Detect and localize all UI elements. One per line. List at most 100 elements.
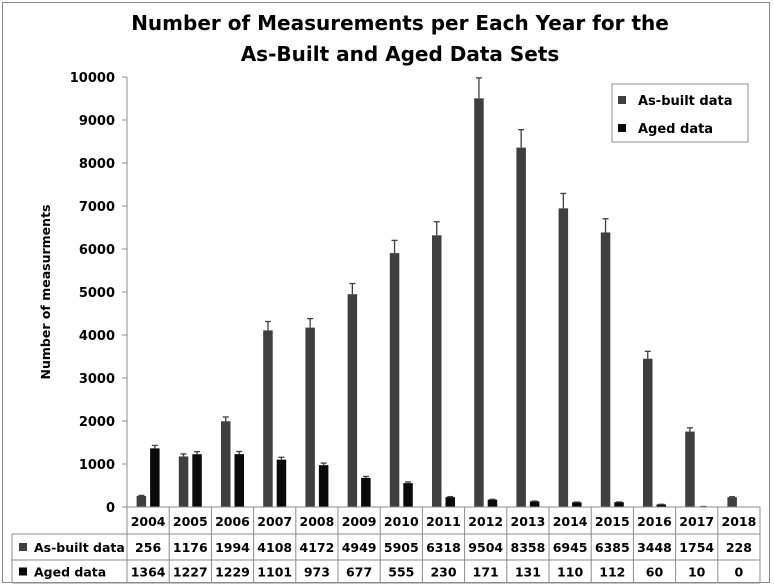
data-label: 6385 xyxy=(595,540,630,555)
x-tick-label: 2012 xyxy=(468,514,503,529)
data-label: 5905 xyxy=(384,540,419,555)
data-label: 4108 xyxy=(257,540,292,555)
data-label: 973 xyxy=(304,565,330,580)
bar-as-built-2012 xyxy=(474,98,484,507)
bar-aged-2004 xyxy=(150,448,160,507)
data-label: 1754 xyxy=(679,540,714,555)
data-label: 8358 xyxy=(511,540,546,555)
data-label: 6318 xyxy=(426,540,461,555)
legend-swatch-aged xyxy=(618,124,626,132)
data-label: 0 xyxy=(735,565,744,580)
bar-aged-2016 xyxy=(656,504,666,507)
bar-as-built-2016 xyxy=(643,358,653,507)
y-axis-label: Number of measurments xyxy=(38,205,53,380)
bar-as-built-2018 xyxy=(727,497,737,507)
bar-aged-2012 xyxy=(487,499,498,507)
y-axis: 0 1000 2000 3000 4000 5000 6000 7000 8000 9000 100… xyxy=(70,71,128,516)
y-tick-label: 4000 xyxy=(79,329,115,344)
bar-as-built-2006 xyxy=(221,421,231,507)
data-label: 1229 xyxy=(215,565,250,580)
bar-aged-2014 xyxy=(572,502,582,507)
data-label: 677 xyxy=(346,565,372,580)
chart-title-line-1: Number of Measurements per Each Year for… xyxy=(131,11,669,35)
data-label: 230 xyxy=(430,565,456,580)
y-tick-label: 6000 xyxy=(79,243,115,258)
bar-aged-2011 xyxy=(445,497,455,507)
bar-as-built-2015 xyxy=(600,232,611,507)
bar-as-built-2014 xyxy=(558,208,569,508)
x-tick-label: 2007 xyxy=(257,514,292,529)
y-tick-label: 9000 xyxy=(79,114,115,129)
x-tick-label: 2017 xyxy=(679,514,714,529)
x-tick-label: 2005 xyxy=(173,514,208,529)
data-label: 171 xyxy=(473,565,499,580)
x-tick-label: 2018 xyxy=(722,514,757,529)
data-label: 3448 xyxy=(637,540,672,555)
bar-aged-2015 xyxy=(614,502,624,507)
bar-aged-2009 xyxy=(361,477,371,507)
y-tick-label: 10000 xyxy=(70,71,115,86)
y-tick-label: 1000 xyxy=(79,458,115,473)
bar-aged-2006 xyxy=(234,454,244,507)
y-tick-label: 8000 xyxy=(79,157,115,172)
data-label: 6945 xyxy=(553,540,588,555)
x-tick-label: 2011 xyxy=(426,514,461,529)
x-tick-label: 2014 xyxy=(553,514,588,529)
legend: As-built data Aged data xyxy=(611,83,749,143)
bar-as-built-2017 xyxy=(685,431,695,507)
data-label: 4172 xyxy=(300,540,335,555)
bar-as-built-2011 xyxy=(432,235,442,508)
bar-as-built-2008 xyxy=(305,327,315,507)
bar-as-built-2005 xyxy=(178,456,189,507)
data-label: 9504 xyxy=(468,540,503,555)
bar-as-built-2013 xyxy=(516,147,526,507)
x-tick-label: 2016 xyxy=(637,514,672,529)
x-tick-label: 2004 xyxy=(131,514,166,529)
data-label: 555 xyxy=(388,565,414,580)
legend-label-aged: Aged data xyxy=(638,122,713,137)
y-tick-label: 3000 xyxy=(79,372,115,387)
x-tick-label: 2006 xyxy=(215,514,250,529)
x-tick-label: 2008 xyxy=(300,514,335,529)
legend-label-as-built: As-built data xyxy=(638,94,732,109)
data-label: 4949 xyxy=(342,540,377,555)
bar-as-built-2010 xyxy=(389,253,400,507)
table-row-swatch xyxy=(19,543,27,551)
bar-aged-2010 xyxy=(403,483,413,507)
bar-as-built-2007 xyxy=(263,330,273,507)
data-label: 131 xyxy=(515,565,541,580)
legend-swatch-as-built xyxy=(618,96,626,104)
data-label: 110 xyxy=(557,565,583,580)
data-label: 256 xyxy=(135,540,161,555)
table-row-label: Aged data xyxy=(34,565,106,580)
y-tick-label: 2000 xyxy=(79,415,115,430)
x-tick-label: 2010 xyxy=(384,514,419,529)
y-tick-label: 0 xyxy=(106,501,115,516)
bar-aged-2005 xyxy=(192,454,202,507)
x-tick-label: 2013 xyxy=(511,514,546,529)
y-tick-label: 7000 xyxy=(79,200,115,215)
bar-as-built-2004 xyxy=(136,495,147,507)
data-label: 112 xyxy=(599,565,625,580)
data-label: 1176 xyxy=(173,540,208,555)
table-row-swatch xyxy=(19,567,27,576)
data-label: 1994 xyxy=(215,540,250,555)
chart-title-line-2: As-Built and Aged Data Sets xyxy=(241,42,560,66)
data-label: 1364 xyxy=(131,565,166,580)
x-tick-label: 2009 xyxy=(342,514,377,529)
y-tick-label: 5000 xyxy=(79,286,115,301)
data-label: 1101 xyxy=(257,565,292,580)
data-label: 228 xyxy=(726,540,752,555)
bar-aged-2007 xyxy=(276,459,287,507)
data-label: 10 xyxy=(688,565,706,580)
data-label: 1227 xyxy=(173,565,208,580)
data-table: 2004 2005 2006 2007 2008 2009 2010 2011 2012 2013… xyxy=(11,506,761,584)
table-row-label: As-built data xyxy=(34,540,125,555)
data-label: 60 xyxy=(646,565,664,580)
plot-area xyxy=(136,77,737,508)
bar-aged-2013 xyxy=(529,501,540,507)
x-tick-label: 2015 xyxy=(595,514,630,529)
bar-as-built-2009 xyxy=(347,294,358,507)
bar-aged-2008 xyxy=(318,465,329,507)
